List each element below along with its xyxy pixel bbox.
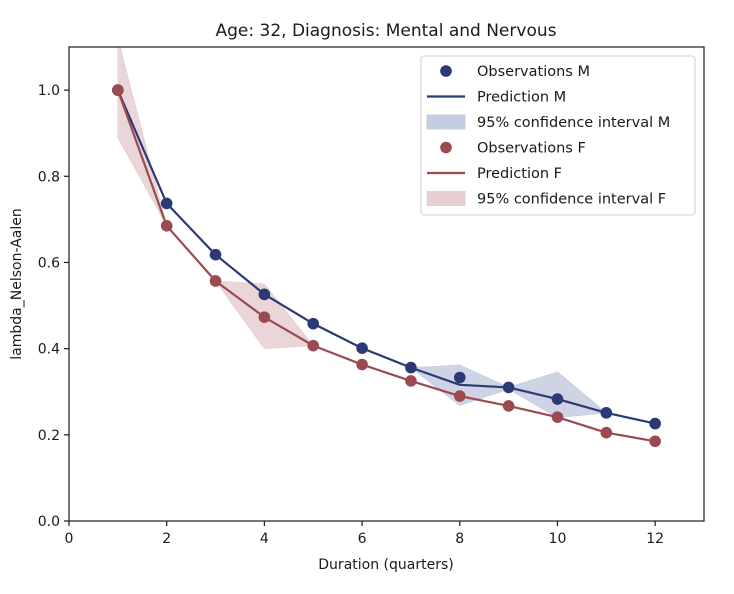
x-tick-label: 4 — [260, 531, 269, 547]
x-tick-label: 0 — [65, 531, 74, 547]
observations-f-point — [551, 411, 564, 423]
observations-f-point — [453, 390, 466, 402]
legend-label: Prediction M — [477, 90, 566, 106]
95-confidence-interval-m-legend-marker — [426, 114, 466, 130]
x-tick-label: 2 — [162, 531, 171, 547]
x-tick-label: 6 — [358, 531, 367, 547]
observations-m-point — [209, 248, 222, 261]
observations-m-point — [405, 361, 417, 374]
legend-label: Observations M — [477, 64, 590, 80]
legend-entries: Observations M Prediction M 95% confidence… — [426, 64, 670, 208]
observations-m-legend-marker — [440, 65, 452, 77]
observations-m-point — [356, 342, 368, 355]
y-tick-label: 0.6 — [38, 255, 60, 271]
observations-f-point — [112, 84, 124, 96]
observations-m-point — [258, 288, 271, 301]
observations-f-point — [209, 275, 222, 287]
legend-frame — [420, 55, 696, 216]
observations-m-point — [453, 371, 466, 384]
observations-f-point — [258, 311, 271, 323]
x-axis-label: Duration (quarters) — [318, 557, 453, 573]
prediction-f-line — [116, 89, 656, 443]
legend-label: 95% confidence interval M — [477, 115, 670, 131]
legend-label: Prediction F — [477, 166, 562, 182]
y-tick-label: 0.2 — [38, 428, 60, 444]
x-tick-label: 12 — [646, 531, 664, 547]
y-axis-label: lambda_Nelson-Aalen — [9, 208, 25, 359]
x-tick-label: 8 — [455, 531, 464, 547]
observations-f-point — [649, 435, 661, 448]
legend-label: Observations F — [477, 141, 586, 157]
y-tick-label: 0.4 — [38, 342, 60, 358]
95-confidence-interval-f-band — [117, 47, 315, 350]
prediction-m-line — [116, 89, 656, 425]
observations-m-point — [649, 417, 661, 430]
observations-f-point — [356, 358, 368, 371]
observation-points — [112, 84, 661, 448]
legend-label: 95% confidence interval F — [477, 192, 666, 208]
observations-m-point — [160, 197, 173, 210]
observations-f-legend-marker — [440, 141, 452, 154]
y-tick-label: 0.0 — [38, 514, 60, 530]
observations-f-point — [160, 220, 173, 232]
observations-f-point — [307, 339, 320, 352]
chart-title: Age: 32, Diagnosis: Mental and Nervous — [216, 21, 557, 41]
observations-f-point — [600, 426, 613, 439]
plot-frame — [68, 46, 705, 522]
prediction-lines — [116, 89, 656, 443]
plot-area — [112, 47, 661, 448]
observations-m-point — [502, 381, 515, 394]
x-axis-ticks: 0 2 4 6 8 10 12 — [65, 521, 664, 547]
legend: Observations M Prediction M 95% confidence… — [420, 55, 696, 216]
observations-m-point — [551, 393, 564, 405]
y-axis-ticks: 0.0 0.2 0.4 0.6 0.8 1.0 — [38, 83, 69, 530]
observations-m-point — [600, 407, 613, 419]
observations-m-point — [307, 317, 320, 330]
x-tick-label: 10 — [549, 531, 567, 547]
observations-f-point — [405, 375, 417, 387]
observations-f-point — [502, 400, 515, 412]
95-confidence-interval-f-legend-marker — [426, 191, 466, 206]
y-tick-label: 0.8 — [38, 169, 60, 185]
y-tick-label: 1.0 — [38, 83, 60, 99]
